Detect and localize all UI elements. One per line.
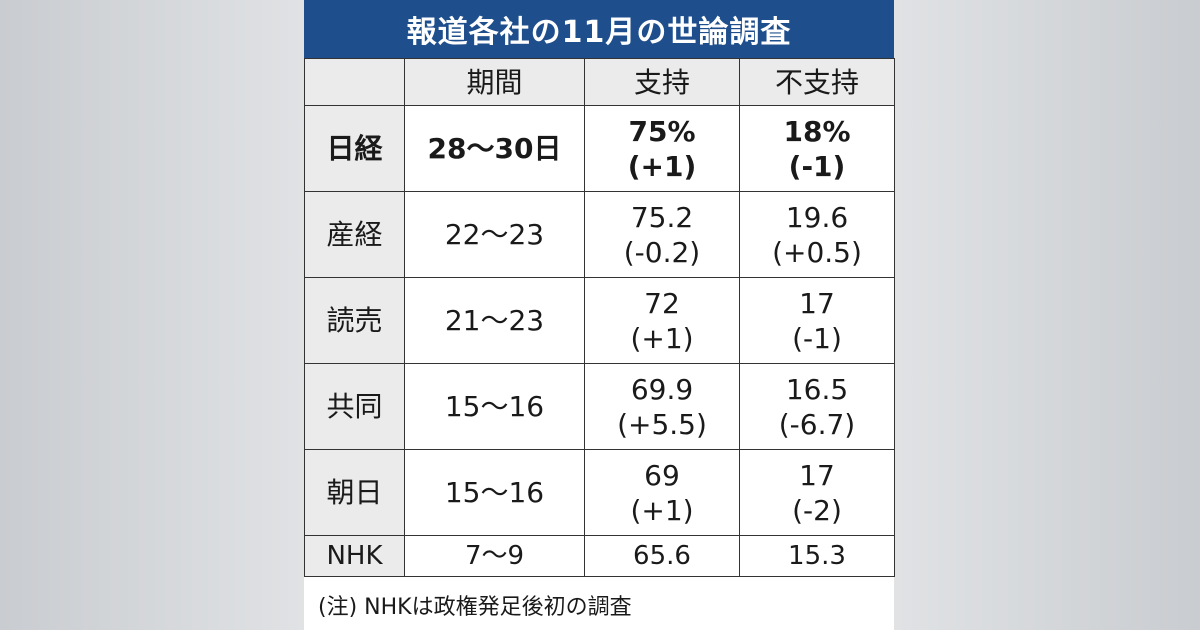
period-cell: 21～23 [404,277,585,364]
nonsupport-cell: 17 (-1) [739,277,895,364]
period-cell: 28～30日 [404,105,585,192]
support-value: 69.9 [630,372,694,406]
nonsupport-change: (-1) [788,149,846,183]
nonsupport-cell: 16.5 (-6.7) [739,363,895,450]
support-change: (+5.5) [617,407,707,441]
table-row: NHK 7～9 65.6 15.3 [304,535,895,577]
outlet-name: 日経 [304,105,405,192]
footnote: (注) NHKは政権発足後初の調査 [318,595,632,620]
table-row: 読売 21～23 72 (+1) 17 (-1) [304,277,895,364]
table-row: 共同 15～16 69.9 (+5.5) 16.5 (-6.7) [304,363,895,450]
support-cell: 69 (+1) [584,449,740,536]
nonsupport-change: (-6.7) [778,407,856,441]
header-period: 期間 [404,58,585,106]
header-blank [304,58,405,106]
nonsupport-value: 16.5 [785,372,849,406]
support-value: 69 [644,458,680,492]
support-cell: 75.2 (-0.2) [584,191,740,278]
outlet-name: 朝日 [304,449,405,536]
nonsupport-cell: 15.3 [739,535,895,577]
nonsupport-value: 19.6 [785,200,849,234]
nonsupport-value: 18% [783,114,851,148]
nonsupport-change: (-2) [792,493,842,527]
nonsupport-cell: 18% (-1) [739,105,895,192]
period-cell: 7～9 [404,535,585,577]
table-row: 朝日 15～16 69 (+1) 17 (-2) [304,449,895,536]
outlet-name: 共同 [304,363,405,450]
table-row: 日経 28～30日 75% (+1) 18% (-1) [304,105,895,192]
period-cell: 22～23 [404,191,585,278]
support-value: 72 [644,286,680,320]
period-cell: 15～16 [404,363,585,450]
nonsupport-value: 17 [799,286,835,320]
support-change: (+1) [630,321,694,355]
outlet-name: NHK [304,535,405,577]
nonsupport-change: (-1) [792,321,842,355]
poll-table-card: 報道各社の11月の世論調査 期間 支持 不支持 日経 28～30日 75% (+… [304,0,895,630]
support-value: 75% [628,114,696,148]
support-change: (+1) [627,149,697,183]
header-support: 支持 [584,58,740,106]
period-cell: 15～16 [404,449,585,536]
table-title: 報道各社の11月の世論調査 [304,0,894,58]
outlet-name: 読売 [304,277,405,364]
nonsupport-change: (+0.5) [772,235,862,269]
support-cell: 72 (+1) [584,277,740,364]
poll-table: 期間 支持 不支持 日経 28～30日 75% (+1) 18% (-1) 産経 [304,58,895,577]
nonsupport-cell: 19.6 (+0.5) [739,191,895,278]
support-value: 75.2 [630,200,694,234]
table-row: 産経 22～23 75.2 (-0.2) 19.6 (+0.5) [304,191,895,278]
header-nonsupport: 不支持 [739,58,895,106]
outlet-name: 産経 [304,191,405,278]
support-change: (+1) [630,493,694,527]
nonsupport-value: 17 [799,458,835,492]
support-change: (-0.2) [623,235,701,269]
support-cell: 69.9 (+5.5) [584,363,740,450]
support-cell: 65.6 [584,535,740,577]
header-row: 期間 支持 不支持 [304,58,895,106]
nonsupport-cell: 17 (-2) [739,449,895,536]
support-cell: 75% (+1) [584,105,740,192]
